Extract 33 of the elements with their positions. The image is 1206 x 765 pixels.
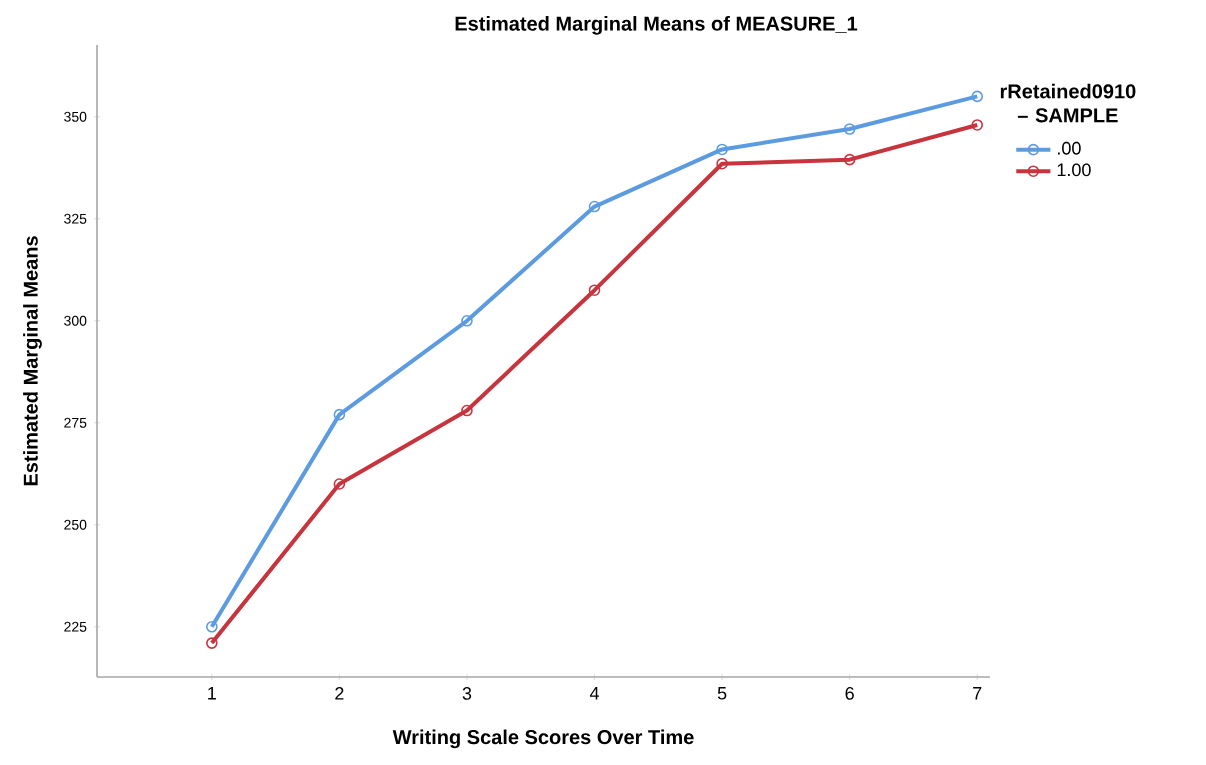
legend-title: rRetained0910 – SAMPLE [1000, 83, 1136, 123]
point [843, 123, 856, 135]
x-tick-label: 5 [717, 687, 727, 700]
point [206, 621, 218, 633]
y-tick-label: 325 [64, 213, 87, 224]
point [333, 408, 346, 421]
x-tick-label: 2 [335, 687, 344, 700]
y-tick-label: 350 [64, 111, 87, 122]
x-tick-label: 1 [208, 687, 216, 700]
chart-title: Estimated Marginal Means of MEASURE_1 [455, 16, 858, 35]
x-tick-label: 4 [589, 687, 599, 700]
point [971, 119, 984, 131]
x-tick-label: 3 [462, 687, 472, 700]
point [461, 404, 473, 417]
point [588, 200, 601, 213]
y-axis-title: Estimated Marginal Means [23, 236, 42, 486]
point [716, 157, 728, 170]
x-tick-label: 6 [845, 687, 854, 700]
point [333, 478, 346, 490]
point [971, 90, 984, 103]
legend-label: 1.00 [1057, 163, 1091, 177]
point [588, 284, 601, 296]
legend-label: .00 [1058, 141, 1081, 155]
y-tick-label: 300 [64, 315, 87, 326]
y-tick-label: 275 [64, 417, 87, 428]
point [843, 153, 856, 166]
point [716, 143, 728, 156]
x-axis-title: Writing Scale Scores Over Time [392, 729, 694, 749]
y-tick-label: 250 [64, 519, 87, 530]
point [461, 315, 473, 327]
point [206, 637, 218, 649]
x-tick-label: 7 [973, 687, 982, 700]
y-tick-label: 225 [64, 621, 87, 632]
